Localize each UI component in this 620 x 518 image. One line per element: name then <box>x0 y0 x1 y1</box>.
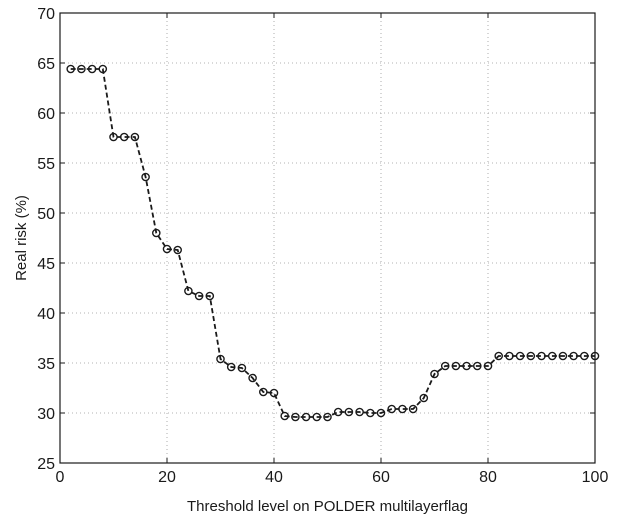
data-point <box>355 407 364 417</box>
data-point <box>505 351 514 361</box>
data-series <box>66 64 600 422</box>
data-point <box>301 412 311 422</box>
y-tick-label: 45 <box>37 256 55 273</box>
y-tick-label: 50 <box>37 206 55 223</box>
data-point <box>151 228 161 238</box>
y-tick-label: 70 <box>37 6 55 23</box>
data-point <box>269 388 279 398</box>
data-point <box>258 387 268 397</box>
y-tick-label: 30 <box>37 406 55 423</box>
data-point <box>119 132 129 142</box>
grid <box>60 13 595 463</box>
data-point <box>173 245 182 255</box>
data-point <box>430 369 439 379</box>
data-point <box>323 412 332 422</box>
plot-frame <box>59 12 596 464</box>
data-point <box>312 412 322 422</box>
y-tick-label: 25 <box>37 456 55 473</box>
data-point <box>205 291 215 301</box>
data-point <box>440 361 450 371</box>
data-point <box>365 408 375 418</box>
data-point <box>141 172 150 182</box>
y-tick-label: 60 <box>37 106 55 123</box>
y-tick-label: 40 <box>37 306 55 323</box>
data-point <box>569 351 578 361</box>
data-point <box>280 411 290 421</box>
data-point <box>87 64 97 74</box>
data-point <box>408 404 418 414</box>
axis-ticks: 0 20 40 60 80 100 25 30 35 40 45 50 55 60 65 70 <box>37 6 608 486</box>
data-point <box>184 286 193 296</box>
data-point <box>333 407 343 417</box>
data-point <box>558 351 568 361</box>
data-point <box>98 64 108 74</box>
data-point <box>398 404 407 414</box>
data-point <box>248 373 257 383</box>
y-tick-label: 65 <box>37 56 55 73</box>
y-tick-label: 35 <box>37 356 55 373</box>
data-point <box>483 361 493 371</box>
data-point <box>194 291 204 301</box>
data-point <box>66 64 75 74</box>
y-axis-label: Real risk (%) <box>13 195 30 281</box>
data-point <box>494 351 504 361</box>
x-tick-label: 100 <box>582 469 609 486</box>
data-point <box>462 361 471 371</box>
data-point <box>376 408 386 418</box>
data-point <box>526 351 536 361</box>
plot-background <box>60 13 595 463</box>
data-point <box>291 412 300 422</box>
data-point <box>109 132 118 142</box>
x-tick-label: 20 <box>158 469 176 486</box>
data-point <box>580 351 589 361</box>
data-point <box>162 244 172 254</box>
data-point <box>130 132 140 142</box>
data-point <box>451 361 461 371</box>
data-point <box>537 351 546 361</box>
data-point <box>237 363 247 373</box>
data-point <box>77 64 86 74</box>
data-point <box>515 351 525 361</box>
x-tick-label: 0 <box>56 469 65 486</box>
x-tick-label: 40 <box>265 469 283 486</box>
x-axis-label: Threshold level on POLDER multilayerflag <box>187 498 468 515</box>
data-point <box>226 362 236 372</box>
data-point <box>387 404 397 414</box>
series-line <box>70 68 595 418</box>
x-tick-label: 80 <box>479 469 497 486</box>
data-point <box>344 407 354 417</box>
data-point <box>216 354 225 364</box>
data-point <box>590 351 600 361</box>
data-point <box>419 393 429 403</box>
data-point <box>547 351 557 361</box>
data-point <box>472 361 482 371</box>
x-tick-label: 60 <box>372 469 390 486</box>
y-tick-label: 55 <box>37 156 55 173</box>
